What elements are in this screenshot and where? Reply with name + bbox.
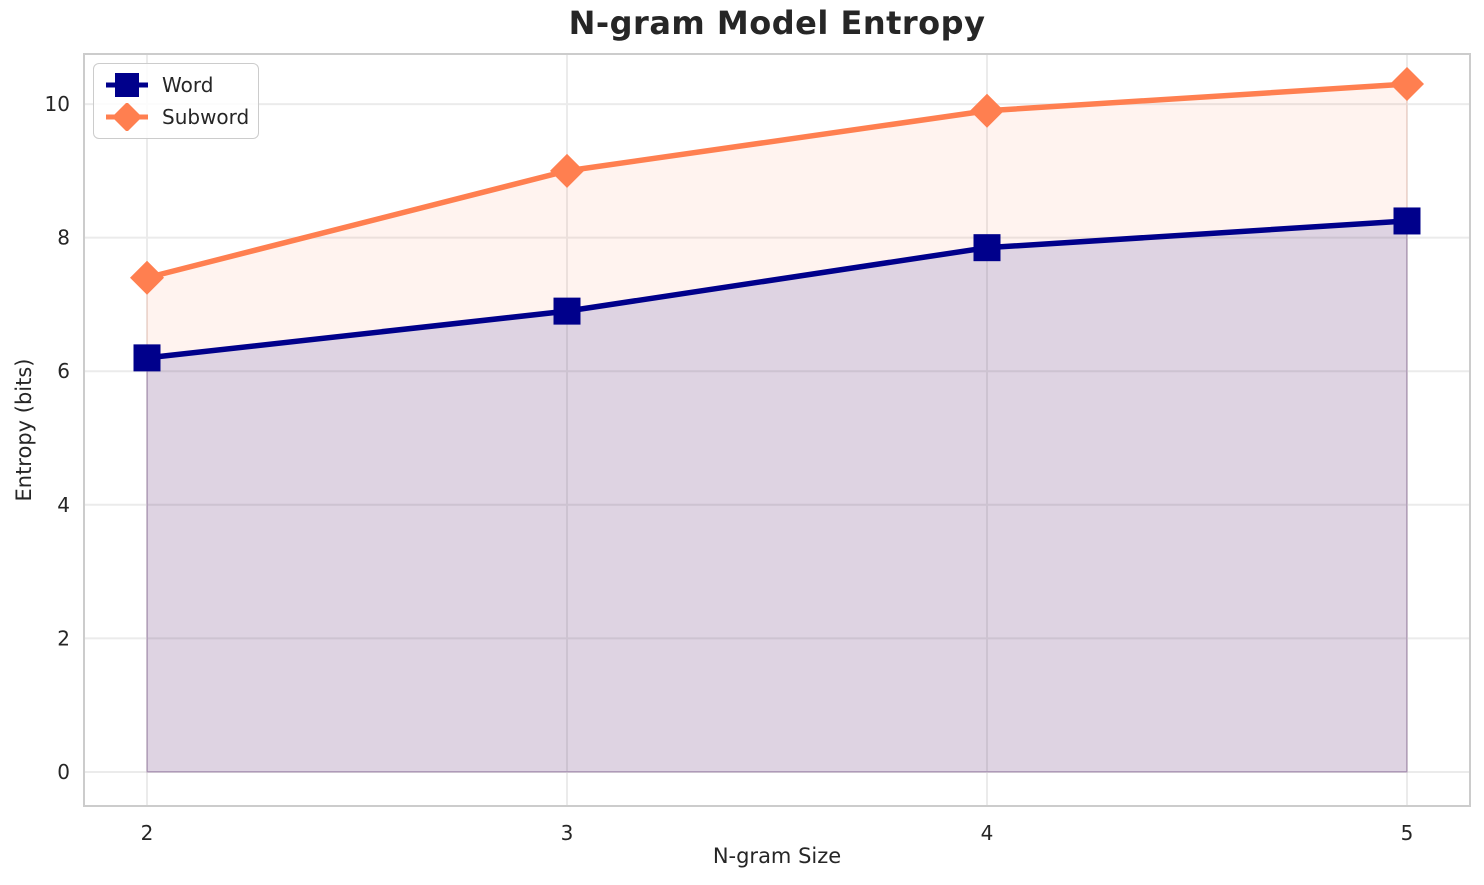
- x-tick-label: 2: [141, 821, 154, 845]
- y-tick-label: 10: [45, 92, 70, 116]
- word-point: [1393, 207, 1421, 235]
- legend-label-subword: Subword: [162, 105, 250, 129]
- legend-item-word: Word: [104, 70, 248, 100]
- word-point: [133, 344, 161, 372]
- subword-point: [550, 153, 584, 188]
- y-axis-label: Entropy (bits): [12, 358, 36, 502]
- y-tick-label: 8: [57, 226, 70, 250]
- subword-point: [970, 93, 1004, 128]
- subword-point: [130, 260, 164, 295]
- chart-title: N-gram Model Entropy: [568, 4, 986, 42]
- subword-diamond-marker-icon: [106, 103, 148, 131]
- x-tick-label: 4: [981, 821, 994, 845]
- subword-line: [144, 81, 1410, 281]
- legend: Word Subword: [93, 63, 259, 139]
- word-point: [973, 234, 1001, 262]
- x-tick-label: 3: [561, 821, 574, 845]
- plot-border: [83, 53, 1471, 807]
- x-axis-label: N-gram Size: [712, 844, 842, 868]
- word-square-marker-icon: [106, 73, 148, 97]
- legend-label-word: Word: [162, 73, 214, 97]
- y-tick-label: 4: [57, 493, 70, 517]
- subword-point: [1390, 67, 1424, 102]
- word-line: [144, 218, 1410, 361]
- legend-item-subword: Subword: [104, 102, 250, 132]
- x-tick-label: 5: [1401, 821, 1414, 845]
- y-tick-label: 0: [57, 760, 70, 784]
- y-tick-label: 2: [57, 626, 70, 650]
- word-point: [553, 297, 581, 325]
- y-tick-label: 6: [57, 359, 70, 383]
